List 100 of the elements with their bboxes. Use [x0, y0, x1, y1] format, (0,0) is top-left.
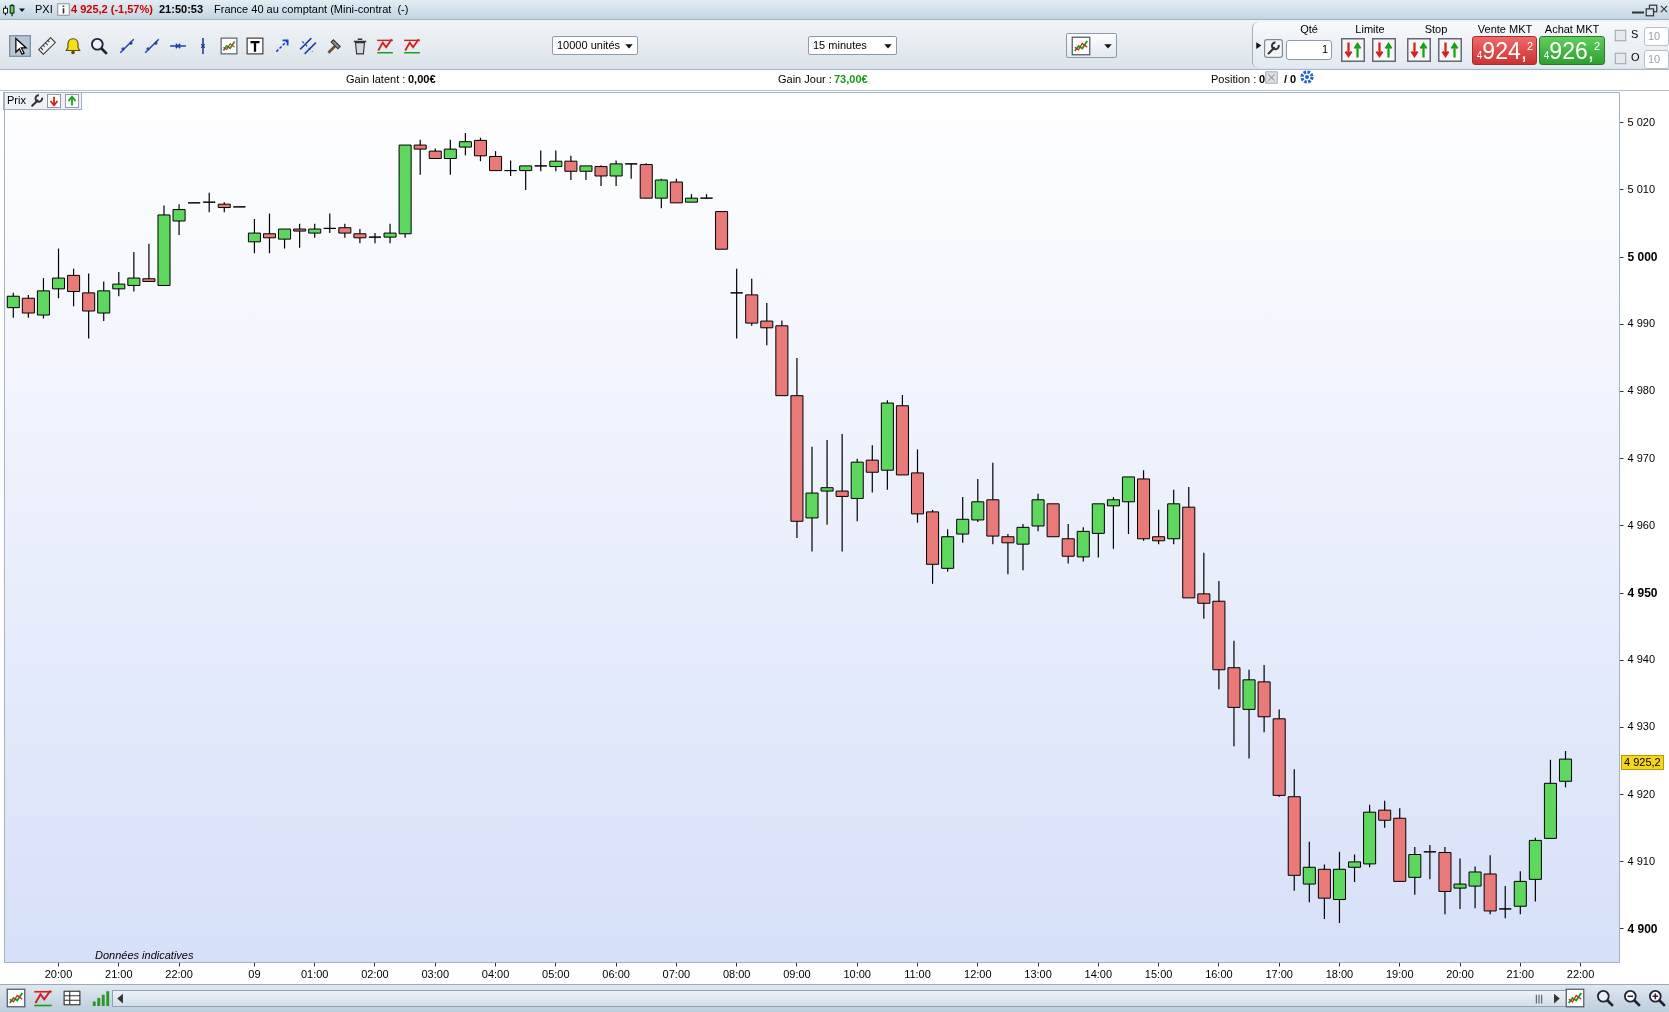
candlestick [1152, 509, 1166, 545]
x-tick-label: 22:00 [1566, 967, 1595, 980]
candlestick [1106, 496, 1120, 550]
x-tick-label: 19:00 [1385, 967, 1414, 980]
text: 1 [1321, 43, 1328, 56]
text: Vente MKT [1477, 23, 1533, 36]
candlestick [1061, 523, 1075, 565]
candlestick [489, 150, 503, 172]
x-tick-label: 01:00 [300, 967, 329, 980]
text: 15 minutes [813, 39, 867, 52]
candlestick [67, 268, 81, 307]
x-tick-label: 09:00 [783, 967, 811, 980]
text: 0 [1259, 73, 1266, 86]
candlestick [368, 232, 382, 244]
candlestick [247, 218, 261, 254]
y-tick-label: 4 920 [1627, 787, 1656, 800]
candlestick [1558, 750, 1573, 788]
x-tick-label: 11:00 [904, 967, 931, 980]
text: Limite [1355, 23, 1385, 36]
text: Stop [1424, 23, 1448, 36]
x-tick-label: 04:00 [481, 967, 510, 980]
x-tick-label: 18:00 [1325, 967, 1354, 980]
x-tick-label: 21:00 [105, 967, 133, 980]
y-tick-label: 4 980 [1627, 384, 1656, 397]
text: 10 [1648, 53, 1661, 66]
candlestick [956, 496, 970, 544]
text: Position : [1211, 73, 1257, 86]
chart-title: France 40 au comptant (Mini-contrat (-) [214, 3, 409, 16]
x-tick-label: 09 [248, 967, 261, 980]
y-tick-label: 5 000 [1627, 250, 1658, 265]
text: 4 925,2 (-1,57%) [71, 3, 153, 16]
x-tick-label: 06:00 [602, 967, 630, 980]
y-tick-label: 4 910 [1627, 854, 1656, 867]
candlestick [669, 178, 683, 204]
candlestick [865, 444, 879, 493]
x-tick-label: 14:00 [1084, 967, 1113, 980]
candlestick [1378, 800, 1392, 829]
text: PXI [35, 3, 53, 16]
text: 0,00€ [408, 73, 436, 86]
x-tick-label: 21:00 [1506, 967, 1535, 980]
text: / 0 [1284, 73, 1297, 86]
x-tick-label: 07:00 [662, 967, 691, 980]
y-tick-label: 4 950 [1627, 586, 1658, 600]
text: 73,00€ [834, 73, 868, 86]
x-tick-label: 12:00 [964, 967, 992, 980]
x-tick-label: 17:00 [1265, 967, 1293, 980]
x-tick-label: 20:00 [44, 967, 73, 980]
candlestick [112, 271, 126, 297]
candlestick [21, 294, 35, 319]
x-tick-label: 10:00 [843, 967, 871, 980]
x-tick-label: 05:00 [542, 967, 570, 980]
candlestick [971, 478, 985, 523]
y-tick-label: 5 010 [1627, 182, 1656, 195]
text: Achat MKT [1544, 23, 1600, 36]
candlestick [534, 149, 548, 172]
x-tick-label: 13:00 [1024, 967, 1052, 980]
candlestick [760, 302, 774, 346]
text: 4 925,2 [1621, 755, 1664, 770]
y-tick-label: 4 940 [1627, 653, 1656, 666]
candlestick [51, 247, 66, 299]
text: O [1631, 51, 1640, 64]
text: Gain Jour : [778, 73, 832, 86]
candlestick [519, 165, 533, 191]
candlestick [323, 213, 337, 234]
x-tick-label: 08:00 [722, 967, 751, 980]
candlestick [443, 139, 457, 176]
text: Gain latent : [346, 73, 406, 86]
y-tick-label: 4 970 [1627, 451, 1656, 464]
candlestick [278, 228, 292, 250]
y-tick-label: 4 900 [1627, 921, 1658, 936]
x-tick-label: 03:00 [421, 967, 450, 980]
candlestick [730, 268, 744, 340]
y-tick-label: 4 990 [1627, 317, 1656, 330]
candlestick [413, 139, 427, 176]
x-tick-label: 16:00 [1205, 967, 1233, 980]
candlestick [1348, 853, 1362, 883]
text: 21:50:53 [159, 3, 204, 16]
candlestick [1302, 841, 1316, 903]
text: 10000 unités [557, 39, 620, 52]
x-tick-label: 15:00 [1144, 967, 1173, 980]
candlestick [82, 272, 96, 340]
candlestick [262, 213, 277, 254]
candlestick [654, 178, 668, 209]
candlestick [549, 149, 563, 172]
candlestick [1408, 846, 1422, 896]
candlestick [6, 292, 20, 319]
candlestick [202, 192, 216, 213]
candlestick [1423, 844, 1437, 880]
y-tick-label: 4 930 [1627, 720, 1656, 733]
x-tick-label: 20:00 [1446, 967, 1474, 980]
annotation: Données indicatives [95, 949, 194, 962]
y-tick-label: 4 960 [1627, 518, 1656, 531]
candlestick [1498, 885, 1512, 919]
candlestick [293, 223, 307, 249]
text: 10 [1648, 30, 1661, 43]
candlestick [97, 280, 111, 322]
text: S [1631, 28, 1639, 41]
x-tick-label: 02:00 [361, 967, 389, 980]
candlestick [458, 132, 472, 156]
candlestick [473, 137, 487, 162]
